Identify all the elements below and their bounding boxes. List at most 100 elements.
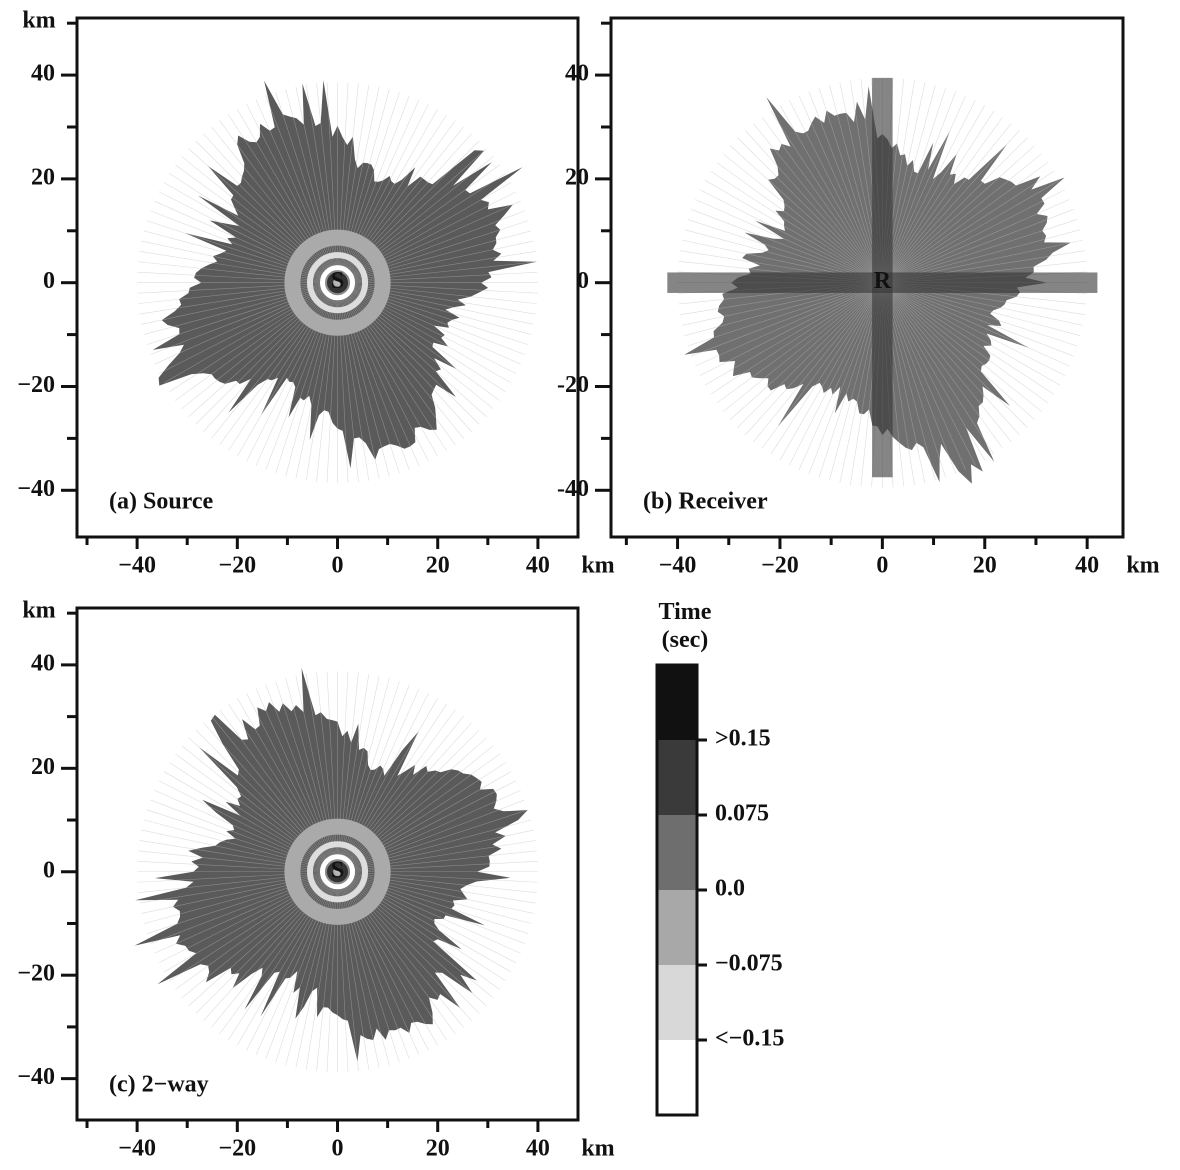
ray xyxy=(326,82,338,283)
ray xyxy=(818,282,883,478)
ray xyxy=(285,282,338,477)
ray xyxy=(337,282,472,432)
ray xyxy=(337,191,517,283)
color-band xyxy=(657,890,697,965)
ray xyxy=(882,282,957,474)
y-unit: km xyxy=(22,598,55,624)
ray xyxy=(337,173,506,283)
ray xyxy=(882,219,1078,283)
ray xyxy=(246,693,338,872)
ray xyxy=(882,137,1028,283)
ray xyxy=(882,170,1055,283)
ray xyxy=(158,282,338,374)
ray xyxy=(337,282,359,483)
x-tick-label: −20 xyxy=(218,553,256,579)
ray xyxy=(337,709,456,872)
ray xyxy=(789,100,883,283)
ring xyxy=(284,229,391,336)
ray xyxy=(779,105,883,283)
ray xyxy=(699,189,883,283)
ray xyxy=(882,282,976,466)
ray xyxy=(770,282,883,455)
ray xyxy=(295,86,338,283)
y-tick-label: 20 xyxy=(31,164,55,190)
ray xyxy=(808,91,883,283)
ray xyxy=(146,871,338,934)
y-tick-label: −20 xyxy=(17,961,55,987)
ray xyxy=(143,282,338,335)
ray xyxy=(337,140,480,283)
ray xyxy=(139,871,338,904)
ray xyxy=(337,89,390,283)
ray xyxy=(316,83,338,283)
ray xyxy=(305,282,338,481)
ray xyxy=(337,92,400,283)
ring xyxy=(306,841,369,903)
ray xyxy=(326,282,338,483)
ray xyxy=(337,282,429,462)
ray xyxy=(158,871,338,964)
ray xyxy=(175,164,338,283)
ray xyxy=(337,282,464,439)
ray xyxy=(710,282,883,395)
panel-label: (a) Source xyxy=(109,489,214,515)
ray xyxy=(337,871,472,1021)
ray xyxy=(337,745,494,872)
ray xyxy=(337,282,532,335)
ray xyxy=(745,130,883,283)
ray xyxy=(882,282,946,478)
ray xyxy=(337,840,536,873)
ray xyxy=(337,688,420,872)
ray xyxy=(237,282,338,457)
ray xyxy=(882,162,1049,283)
ray xyxy=(337,871,506,982)
ray xyxy=(337,282,529,345)
x-tick-label: −40 xyxy=(118,1136,156,1162)
ray xyxy=(337,282,447,451)
ring xyxy=(306,252,369,314)
ray xyxy=(882,91,957,283)
ray xyxy=(138,871,338,894)
ray xyxy=(882,105,986,283)
ray xyxy=(188,871,338,1007)
ray xyxy=(228,282,338,451)
ray xyxy=(337,753,500,873)
ray xyxy=(169,173,338,283)
ray xyxy=(275,871,338,1063)
panel-label: (b) Receiver xyxy=(643,489,768,515)
colorbar-title: Time (sec) xyxy=(659,599,712,653)
ray xyxy=(882,180,1060,283)
ring xyxy=(319,854,356,890)
ray xyxy=(337,871,480,1014)
ray xyxy=(154,200,338,283)
x-tick-label: −40 xyxy=(118,553,156,579)
ray xyxy=(882,199,1070,283)
ray xyxy=(139,282,338,315)
ray xyxy=(137,860,338,873)
ray xyxy=(211,871,338,1028)
y-tick-label: 40 xyxy=(31,61,55,87)
ray xyxy=(337,240,534,283)
ray xyxy=(169,871,338,982)
ray xyxy=(154,282,338,365)
x-tick-label: 40 xyxy=(526,553,550,579)
ray xyxy=(138,850,338,873)
ray xyxy=(150,799,338,873)
ray xyxy=(219,871,338,1035)
ray xyxy=(337,871,410,1059)
ray xyxy=(228,871,338,1040)
x-unit: km xyxy=(581,1136,614,1162)
ray xyxy=(163,182,338,283)
center-label: S xyxy=(331,268,344,294)
ray xyxy=(169,282,338,393)
ray xyxy=(337,86,380,283)
ray xyxy=(228,114,338,283)
colorbar-label: 0.075 xyxy=(715,801,769,827)
ray xyxy=(137,282,338,294)
x-tick-label: 0 xyxy=(876,553,888,579)
ray xyxy=(882,123,1012,283)
y-tick-label: -20 xyxy=(557,372,589,398)
ray xyxy=(337,871,529,934)
ray xyxy=(138,261,338,283)
color-band xyxy=(657,740,697,815)
